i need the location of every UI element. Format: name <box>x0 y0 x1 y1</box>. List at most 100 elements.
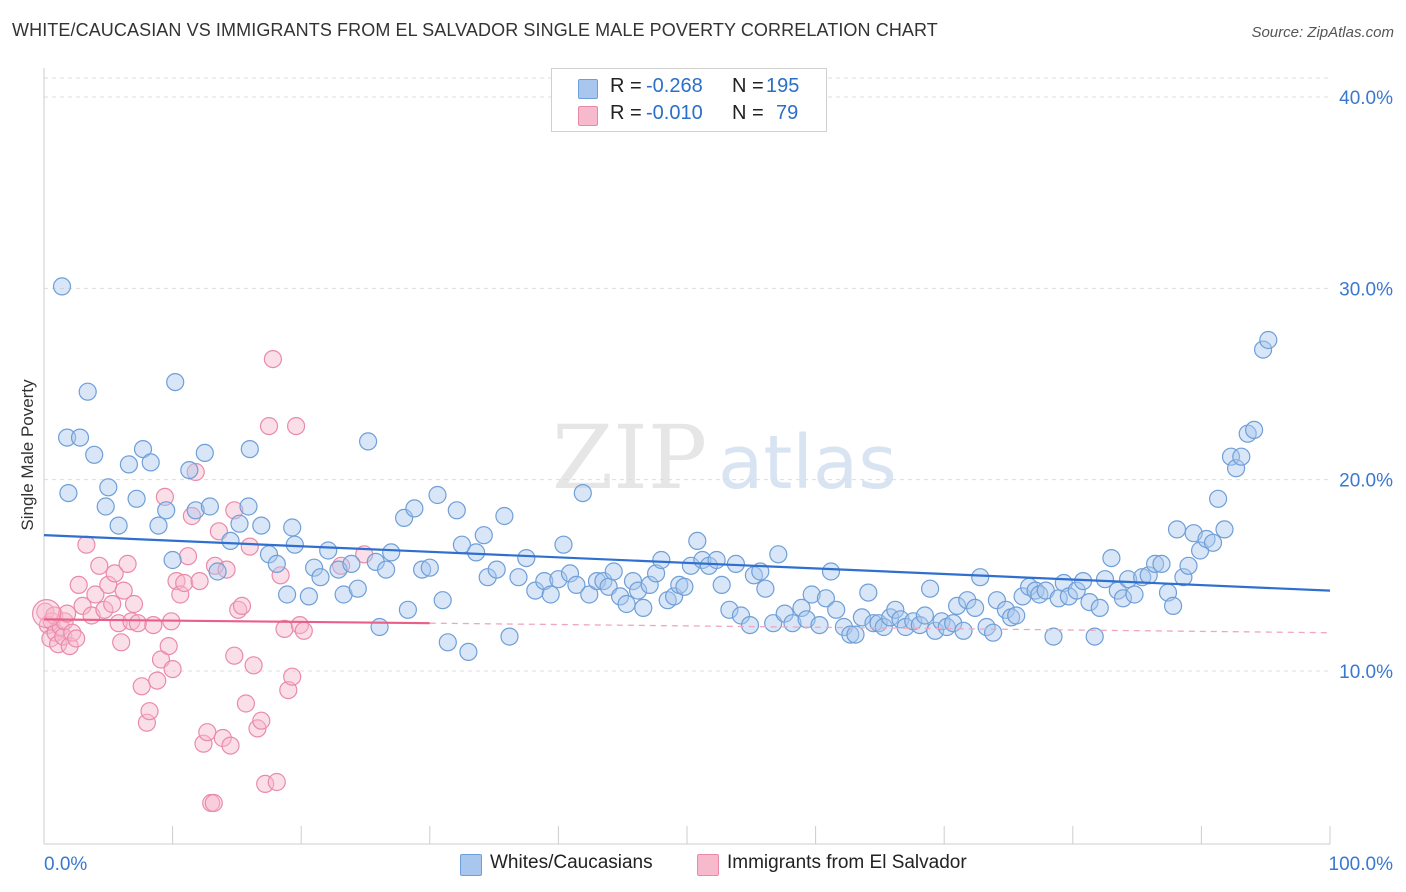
data-point <box>1102 548 1121 568</box>
data-point <box>398 600 417 619</box>
data-point <box>190 571 209 591</box>
data-point <box>118 554 137 574</box>
data-point <box>1253 340 1273 359</box>
legend-n-value: 79 <box>776 102 799 124</box>
data-point <box>256 774 275 794</box>
legend-swatch-pink <box>578 106 598 126</box>
data-point <box>1044 627 1063 646</box>
data-point <box>549 570 568 589</box>
data-point <box>240 440 259 459</box>
data-point <box>640 575 659 595</box>
data-point <box>816 589 836 608</box>
data-point <box>186 501 205 520</box>
data-point <box>1215 520 1234 539</box>
data-point <box>1145 554 1165 574</box>
data-point <box>652 550 671 570</box>
data-point <box>1232 447 1251 466</box>
data-point <box>221 736 240 755</box>
data-point <box>841 625 860 644</box>
y-tick-label: 40.0% <box>1339 88 1393 109</box>
data-point <box>69 575 88 595</box>
bottom-legend-label: Whites/Caucasians <box>490 852 653 873</box>
data-point <box>348 579 367 598</box>
data-point <box>428 485 447 505</box>
legend-r-label: R = <box>610 102 642 124</box>
data-point <box>827 600 846 619</box>
data-point <box>920 579 940 598</box>
data-point <box>99 478 118 497</box>
data-point <box>740 615 760 635</box>
data-point <box>70 428 90 447</box>
trend-line-immigrants-extension <box>429 622 1331 634</box>
data-point <box>175 573 194 593</box>
legend-r-value: -0.268 <box>646 75 703 97</box>
bottom-legend-swatch-pink <box>697 854 719 876</box>
data-point <box>1113 589 1133 608</box>
data-point <box>688 531 707 551</box>
data-point <box>617 594 636 614</box>
data-point <box>947 596 967 616</box>
data-point <box>926 621 945 640</box>
data-point <box>342 554 361 574</box>
data-point <box>157 501 176 520</box>
data-point <box>707 550 726 570</box>
data-point <box>127 489 146 508</box>
data-point <box>495 506 514 526</box>
data-point <box>1163 596 1183 616</box>
data-point <box>213 728 232 748</box>
data-point <box>195 443 214 462</box>
data-point <box>60 636 79 656</box>
data-point-large <box>31 598 62 629</box>
data-point <box>944 614 963 633</box>
data-point <box>109 516 128 535</box>
data-point <box>299 587 318 606</box>
data-point <box>810 615 829 635</box>
data-point <box>279 680 298 700</box>
x-tick-label: 0.0% <box>44 854 87 875</box>
data-point <box>459 642 478 662</box>
data-point <box>1174 568 1193 587</box>
data-point <box>500 627 519 646</box>
data-point <box>954 621 973 640</box>
data-point <box>137 713 156 732</box>
data-point <box>305 558 324 577</box>
data-point <box>194 734 213 753</box>
data-point <box>675 577 694 596</box>
data-point <box>359 432 378 451</box>
data-point <box>124 594 144 614</box>
data-point <box>1080 592 1099 612</box>
data-point <box>560 564 580 583</box>
data-point <box>263 350 282 369</box>
data-point <box>859 583 878 602</box>
data-point <box>155 487 174 506</box>
data-point <box>1244 420 1264 439</box>
data-point <box>85 445 104 464</box>
legend-swatch-blue <box>578 79 598 99</box>
data-point <box>720 600 739 619</box>
data-point <box>821 562 841 581</box>
y-tick-labels: 10.0% 20.0% 30.0% 40.0% <box>1339 88 1393 683</box>
data-point <box>1067 581 1086 600</box>
data-point <box>96 497 115 516</box>
data-point <box>132 677 151 696</box>
legend-row-immigrants: R = -0.010 N = 79 <box>552 102 826 128</box>
data-point <box>86 585 105 604</box>
data-point <box>204 793 223 813</box>
data-point <box>958 591 977 610</box>
data-point <box>59 484 78 503</box>
data-point <box>1226 459 1246 478</box>
data-point <box>433 591 452 610</box>
data-point <box>103 594 122 614</box>
data-point <box>78 382 97 401</box>
data-point <box>573 484 592 503</box>
data-point <box>244 656 263 675</box>
data-point <box>932 612 951 631</box>
data-point <box>77 535 96 554</box>
data-point <box>149 516 168 535</box>
data-point <box>628 581 648 600</box>
data-point <box>294 621 313 640</box>
watermark-zip: ZIP <box>552 406 707 509</box>
data-point <box>1118 570 1138 589</box>
data-point <box>1203 533 1223 552</box>
